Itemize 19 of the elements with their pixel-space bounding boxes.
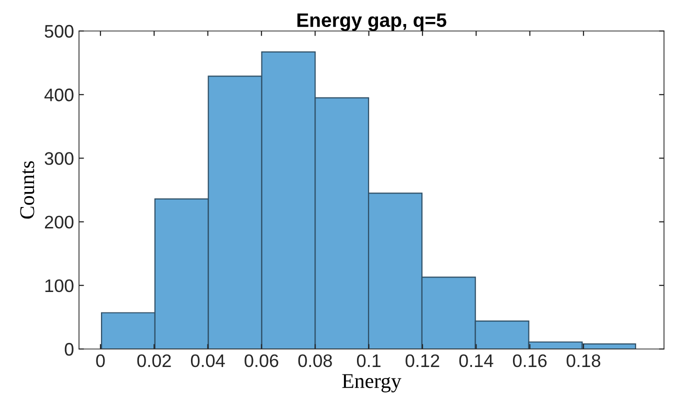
chart-title: Energy gap, q=5 xyxy=(297,13,446,31)
x-tick-label: 0.18 xyxy=(566,354,600,368)
x-tick-label: 0.16 xyxy=(512,354,547,368)
y-tick-label: 200 xyxy=(44,216,74,229)
x-tick-label: 0.12 xyxy=(406,354,440,368)
x-tick-label: 0 xyxy=(96,354,105,368)
y-tick-label: 500 xyxy=(44,24,74,38)
y-axis-title: Counts xyxy=(20,161,34,219)
x-tick-label: 0.14 xyxy=(459,354,494,368)
x-axis-title: Energy xyxy=(342,374,402,392)
y-tick-label: 0 xyxy=(64,342,74,356)
x-tick-label: 0.06 xyxy=(244,354,278,368)
y-tick-label: 100 xyxy=(45,279,74,292)
x-tick-label: 0.04 xyxy=(190,354,225,368)
y-tick-label: 300 xyxy=(44,152,74,165)
y-tick-label: 400 xyxy=(44,88,74,102)
x-tick-label: 0.02 xyxy=(137,354,171,368)
x-tick-label: 0.08 xyxy=(298,354,332,368)
x-tick-label: 0.1 xyxy=(356,354,380,368)
